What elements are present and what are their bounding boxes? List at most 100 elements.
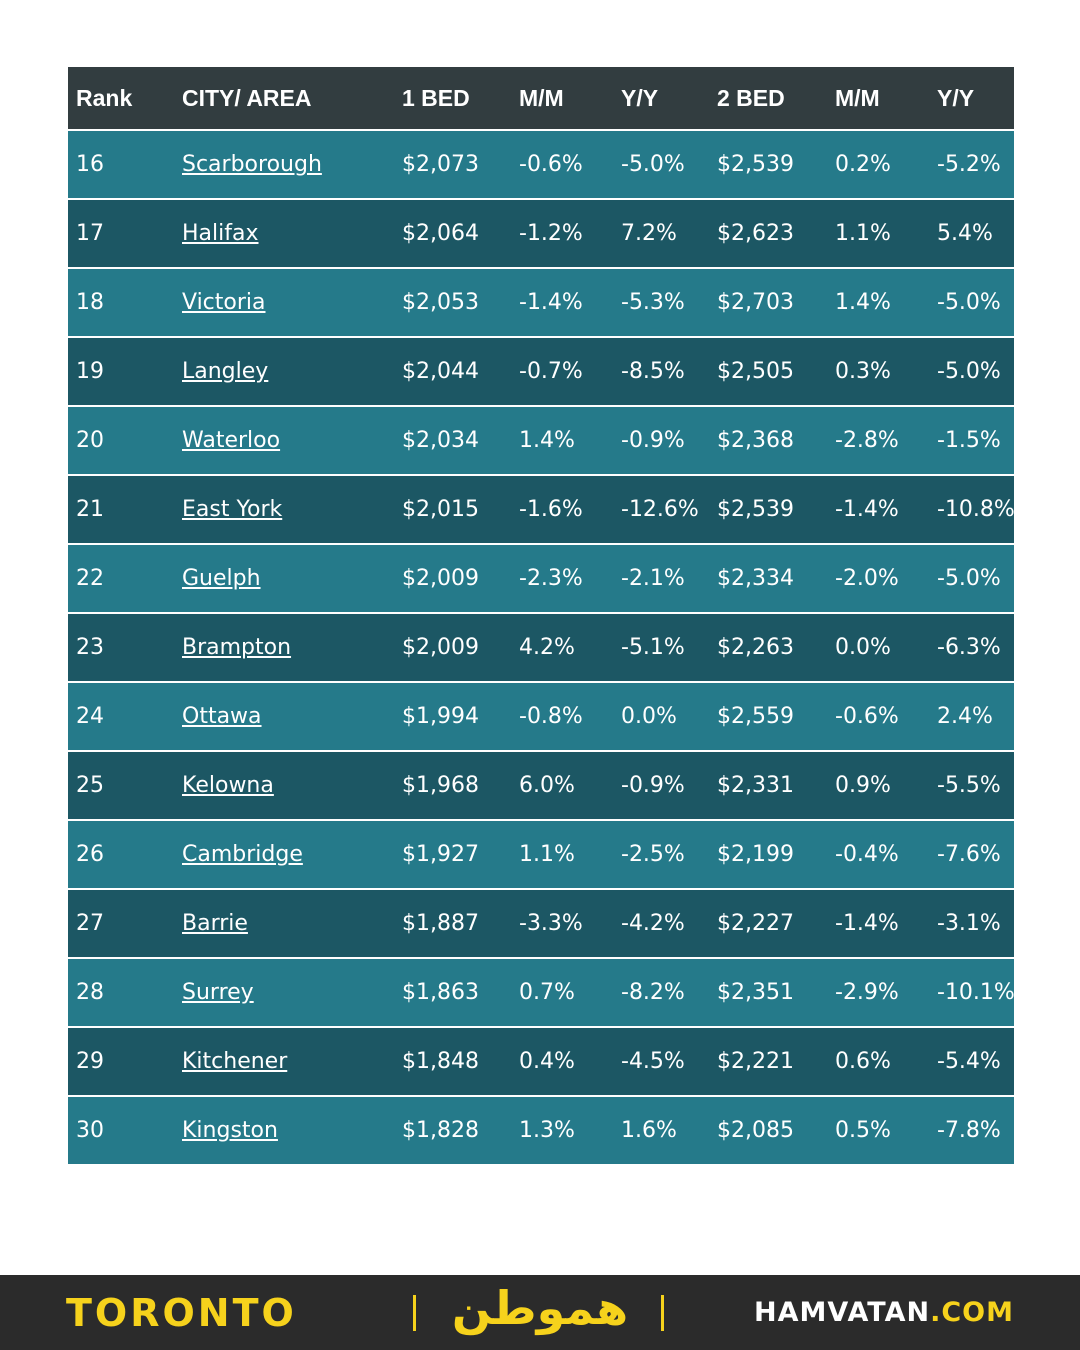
table-cell: -0.9%: [613, 750, 709, 820]
table-cell: $2,015: [394, 474, 511, 544]
table-cell: 26: [68, 819, 174, 889]
table-cell: -6.3%: [929, 612, 1014, 682]
table-cell: -2.0%: [827, 543, 929, 613]
column-header: 1 BED: [394, 67, 511, 130]
table-row: 24 Ottawa $1,994 -0.8% 0.0% $2,559 -0.6% 2.4%: [68, 681, 1014, 751]
table-cell: -2.1%: [613, 543, 709, 613]
table-cell: -5.1%: [613, 612, 709, 682]
city-link[interactable]: Kitchener: [182, 1049, 288, 1074]
table-cell: 1.1%: [827, 198, 929, 268]
city-cell: Kitchener: [174, 1026, 394, 1096]
table-cell: -1.4%: [827, 474, 929, 544]
table-cell: $2,073: [394, 129, 511, 199]
city-link[interactable]: Surrey: [182, 980, 254, 1005]
table-cell: $2,227: [709, 888, 827, 958]
table-row: 16 Scarborough $2,073 -0.6% -5.0% $2,539 0.2% -…: [68, 129, 1014, 199]
rent-table: Rank CITY/ AREA 1 BED M/M Y/Y 2 BED M/M Y/Y 16 S…: [68, 67, 1015, 1166]
city-link[interactable]: Cambridge: [182, 842, 303, 867]
table-cell: 17: [68, 198, 174, 268]
table-cell: -7.6%: [929, 819, 1014, 889]
table-cell: -10.8%: [929, 474, 1015, 544]
table-cell: 0.6%: [827, 1026, 929, 1096]
table-cell: -5.0%: [613, 129, 709, 199]
table-cell: -2.9%: [827, 957, 929, 1027]
table-row: 21 East York $2,015 -1.6% -12.6% $2,539 -1.4% -…: [68, 474, 1015, 544]
table-cell: 0.5%: [827, 1095, 929, 1166]
table-cell: -8.2%: [613, 957, 709, 1027]
city-cell: Victoria: [174, 267, 394, 337]
city-link[interactable]: Waterloo: [182, 428, 281, 453]
table-cell: -0.6%: [827, 681, 929, 751]
table-cell: $1,927: [394, 819, 511, 889]
table-cell: $2,263: [709, 612, 827, 682]
table-cell: $2,703: [709, 267, 827, 337]
column-header: Y/Y: [613, 67, 709, 130]
table-cell: 1.4%: [511, 405, 613, 475]
table-cell: -7.8%: [929, 1095, 1014, 1166]
site-url[interactable]: HAMVATAN.COM: [754, 1297, 1014, 1328]
table-cell: $2,009: [394, 612, 511, 682]
table-cell: $2,623: [709, 198, 827, 268]
table-cell: -1.5%: [929, 405, 1014, 475]
table-cell: $2,053: [394, 267, 511, 337]
city-link[interactable]: Langley: [182, 359, 269, 384]
table-cell: 1.4%: [827, 267, 929, 337]
city-link[interactable]: East York: [182, 497, 283, 522]
city-link[interactable]: Kingston: [182, 1118, 278, 1143]
table-cell: $2,085: [709, 1095, 827, 1166]
table-cell: -0.9%: [613, 405, 709, 475]
table-cell: $2,331: [709, 750, 827, 820]
table-row: 17 Halifax $2,064 -1.2% 7.2% $2,623 1.1% 5.4%: [68, 198, 1014, 268]
column-header: M/M: [511, 67, 613, 130]
city-cell: Brampton: [174, 612, 394, 682]
table-cell: -1.6%: [511, 474, 613, 544]
table-cell: -0.4%: [827, 819, 929, 889]
table-cell: -5.3%: [613, 267, 709, 337]
table-cell: -2.8%: [827, 405, 929, 475]
table-cell: $1,848: [394, 1026, 511, 1096]
city-cell: East York: [174, 474, 394, 544]
city-link[interactable]: Barrie: [182, 911, 248, 936]
table-cell: -2.3%: [511, 543, 613, 613]
city-link[interactable]: Guelph: [182, 566, 261, 591]
table-cell: $2,539: [709, 474, 827, 544]
city-cell: Surrey: [174, 957, 394, 1027]
table-cell: $2,351: [709, 957, 827, 1027]
divider: [661, 1295, 664, 1331]
city-link[interactable]: Victoria: [182, 290, 266, 315]
table-cell: -5.5%: [929, 750, 1014, 820]
table-row: 27 Barrie $1,887 -3.3% -4.2% $2,227 -1.4% -3.1%: [68, 888, 1014, 958]
column-header: Rank: [68, 67, 174, 130]
table-cell: 19: [68, 336, 174, 406]
column-header: Y/Y: [929, 67, 1014, 130]
table-cell: 2.4%: [929, 681, 1014, 751]
table-cell: -4.2%: [613, 888, 709, 958]
table-cell: 0.0%: [827, 612, 929, 682]
table-cell: $2,368: [709, 405, 827, 475]
table-cell: 6.0%: [511, 750, 613, 820]
table-cell: 0.7%: [511, 957, 613, 1027]
table-cell: -5.0%: [929, 543, 1014, 613]
city-link[interactable]: Scarborough: [182, 152, 322, 177]
table-cell: -3.1%: [929, 888, 1014, 958]
table-cell: $2,009: [394, 543, 511, 613]
table-cell: 5.4%: [929, 198, 1014, 268]
table-cell: 0.9%: [827, 750, 929, 820]
table-cell: $2,221: [709, 1026, 827, 1096]
city-link[interactable]: Ottawa: [182, 704, 262, 729]
city-link[interactable]: Halifax: [182, 221, 259, 246]
table-cell: -0.6%: [511, 129, 613, 199]
table-cell: $1,994: [394, 681, 511, 751]
table-cell: 28: [68, 957, 174, 1027]
table-cell: -3.3%: [511, 888, 613, 958]
table-cell: -2.5%: [613, 819, 709, 889]
table-cell: $1,887: [394, 888, 511, 958]
table-cell: -5.2%: [929, 129, 1014, 199]
city-link[interactable]: Brampton: [182, 635, 292, 660]
city-link[interactable]: Kelowna: [182, 773, 274, 798]
site-name: HAMVATAN: [754, 1297, 931, 1328]
table-cell: 18: [68, 267, 174, 337]
city-cell: Langley: [174, 336, 394, 406]
header-row: Rank CITY/ AREA 1 BED M/M Y/Y 2 BED M/M Y/Y: [68, 67, 1014, 130]
